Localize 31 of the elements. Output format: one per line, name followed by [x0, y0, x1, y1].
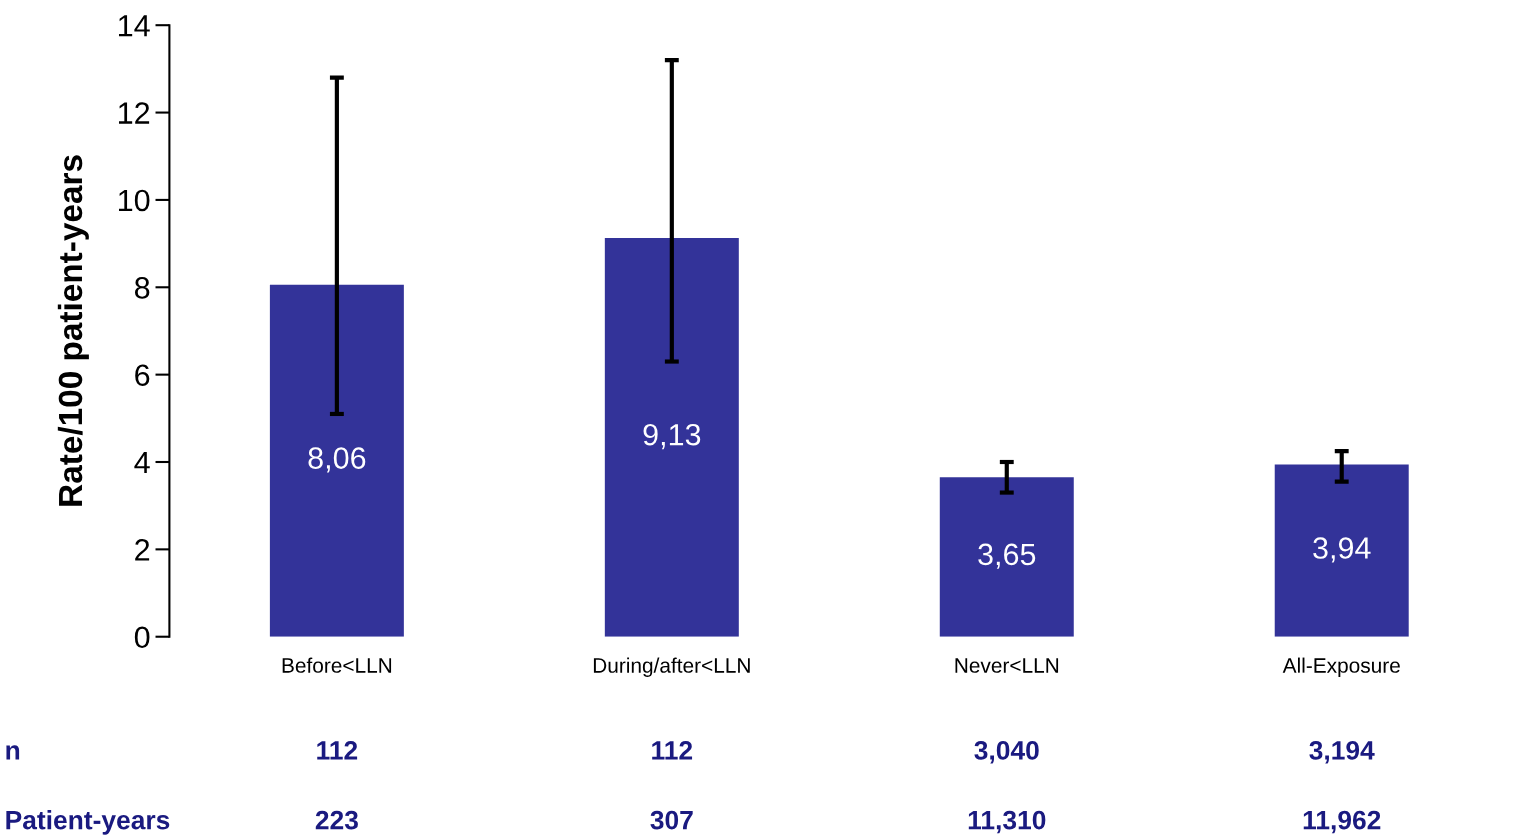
text: n [6, 745, 20, 760]
y-tick-label: 12 [119, 102, 150, 124]
y-tick-label: 14 [119, 15, 150, 37]
y-tick-label: 0 [134, 626, 150, 649]
text: 11,962 [1303, 810, 1381, 834]
text: 112 [317, 741, 358, 760]
bar [269, 284, 404, 637]
x-tick-label: During/after<LLN [593, 657, 750, 677]
y-tick-label: 2 [135, 539, 150, 561]
y-axis-title: Rate/100 patient-years [57, 155, 89, 506]
y-tick-label: 4 [134, 452, 150, 474]
text: 3,040 [974, 741, 1039, 764]
text: 3,194 [1309, 741, 1375, 764]
data-label: 8,06 [308, 447, 366, 473]
text: 223 [315, 810, 358, 830]
bar [1274, 464, 1409, 637]
bar [604, 237, 739, 637]
data-label: 3,94 [1313, 537, 1371, 563]
bar [939, 477, 1074, 637]
data-label: 9,13 [643, 423, 701, 450]
text: 11,310 [968, 810, 1046, 834]
y-tick-label: 6 [135, 364, 150, 387]
x-tick-label: All-Exposure [1282, 657, 1400, 677]
x-tick-label: Before<LLN [282, 657, 392, 673]
y-tick-label: 10 [119, 189, 150, 212]
y-tick-label: 8 [134, 277, 150, 299]
data-label: 3,65 [978, 543, 1036, 569]
text: 112 [652, 741, 693, 760]
text: 307 [650, 810, 693, 830]
x-tick-label: Never<LLN [955, 658, 1059, 673]
text: Patient-years [6, 810, 170, 835]
